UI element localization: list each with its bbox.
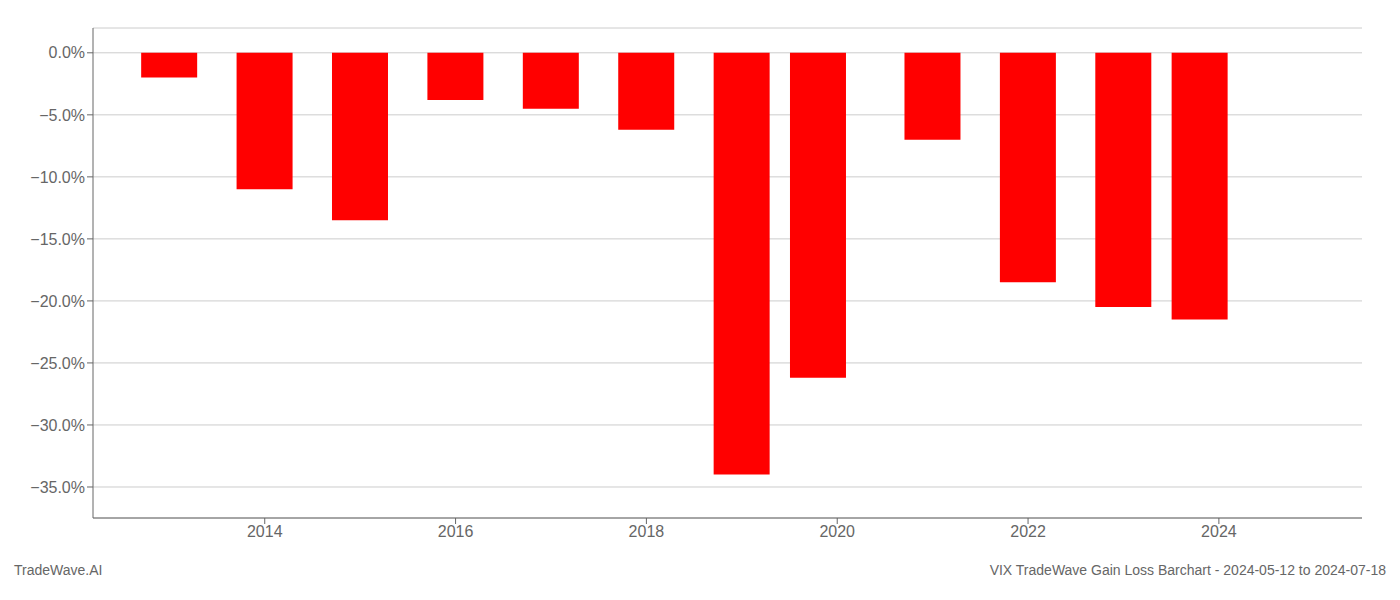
svg-text:−20.0%: −20.0% xyxy=(30,293,85,310)
svg-text:−15.0%: −15.0% xyxy=(30,231,85,248)
svg-text:−5.0%: −5.0% xyxy=(39,107,85,124)
svg-text:−35.0%: −35.0% xyxy=(30,479,85,496)
html-text:TradeWave.AI: TradeWave.AI xyxy=(14,562,103,578)
svg-text:2022: 2022 xyxy=(1010,523,1046,540)
svg-text:−25.0%: −25.0% xyxy=(30,355,85,372)
svg-text:2024: 2024 xyxy=(1201,523,1237,540)
svg-text:−10.0%: −10.0% xyxy=(30,169,85,186)
svg-text:2016: 2016 xyxy=(438,523,474,540)
svg-text:2018: 2018 xyxy=(629,523,665,540)
svg-text:0.0%: 0.0% xyxy=(49,44,85,61)
html-text:VIX TradeWave Gain Loss Barcha: VIX TradeWave Gain Loss Barchart - 2024-… xyxy=(989,562,1386,578)
svg-text:−30.0%: −30.0% xyxy=(30,417,85,434)
svg-text:2014: 2014 xyxy=(247,523,283,540)
svg-text:2020: 2020 xyxy=(819,523,855,540)
